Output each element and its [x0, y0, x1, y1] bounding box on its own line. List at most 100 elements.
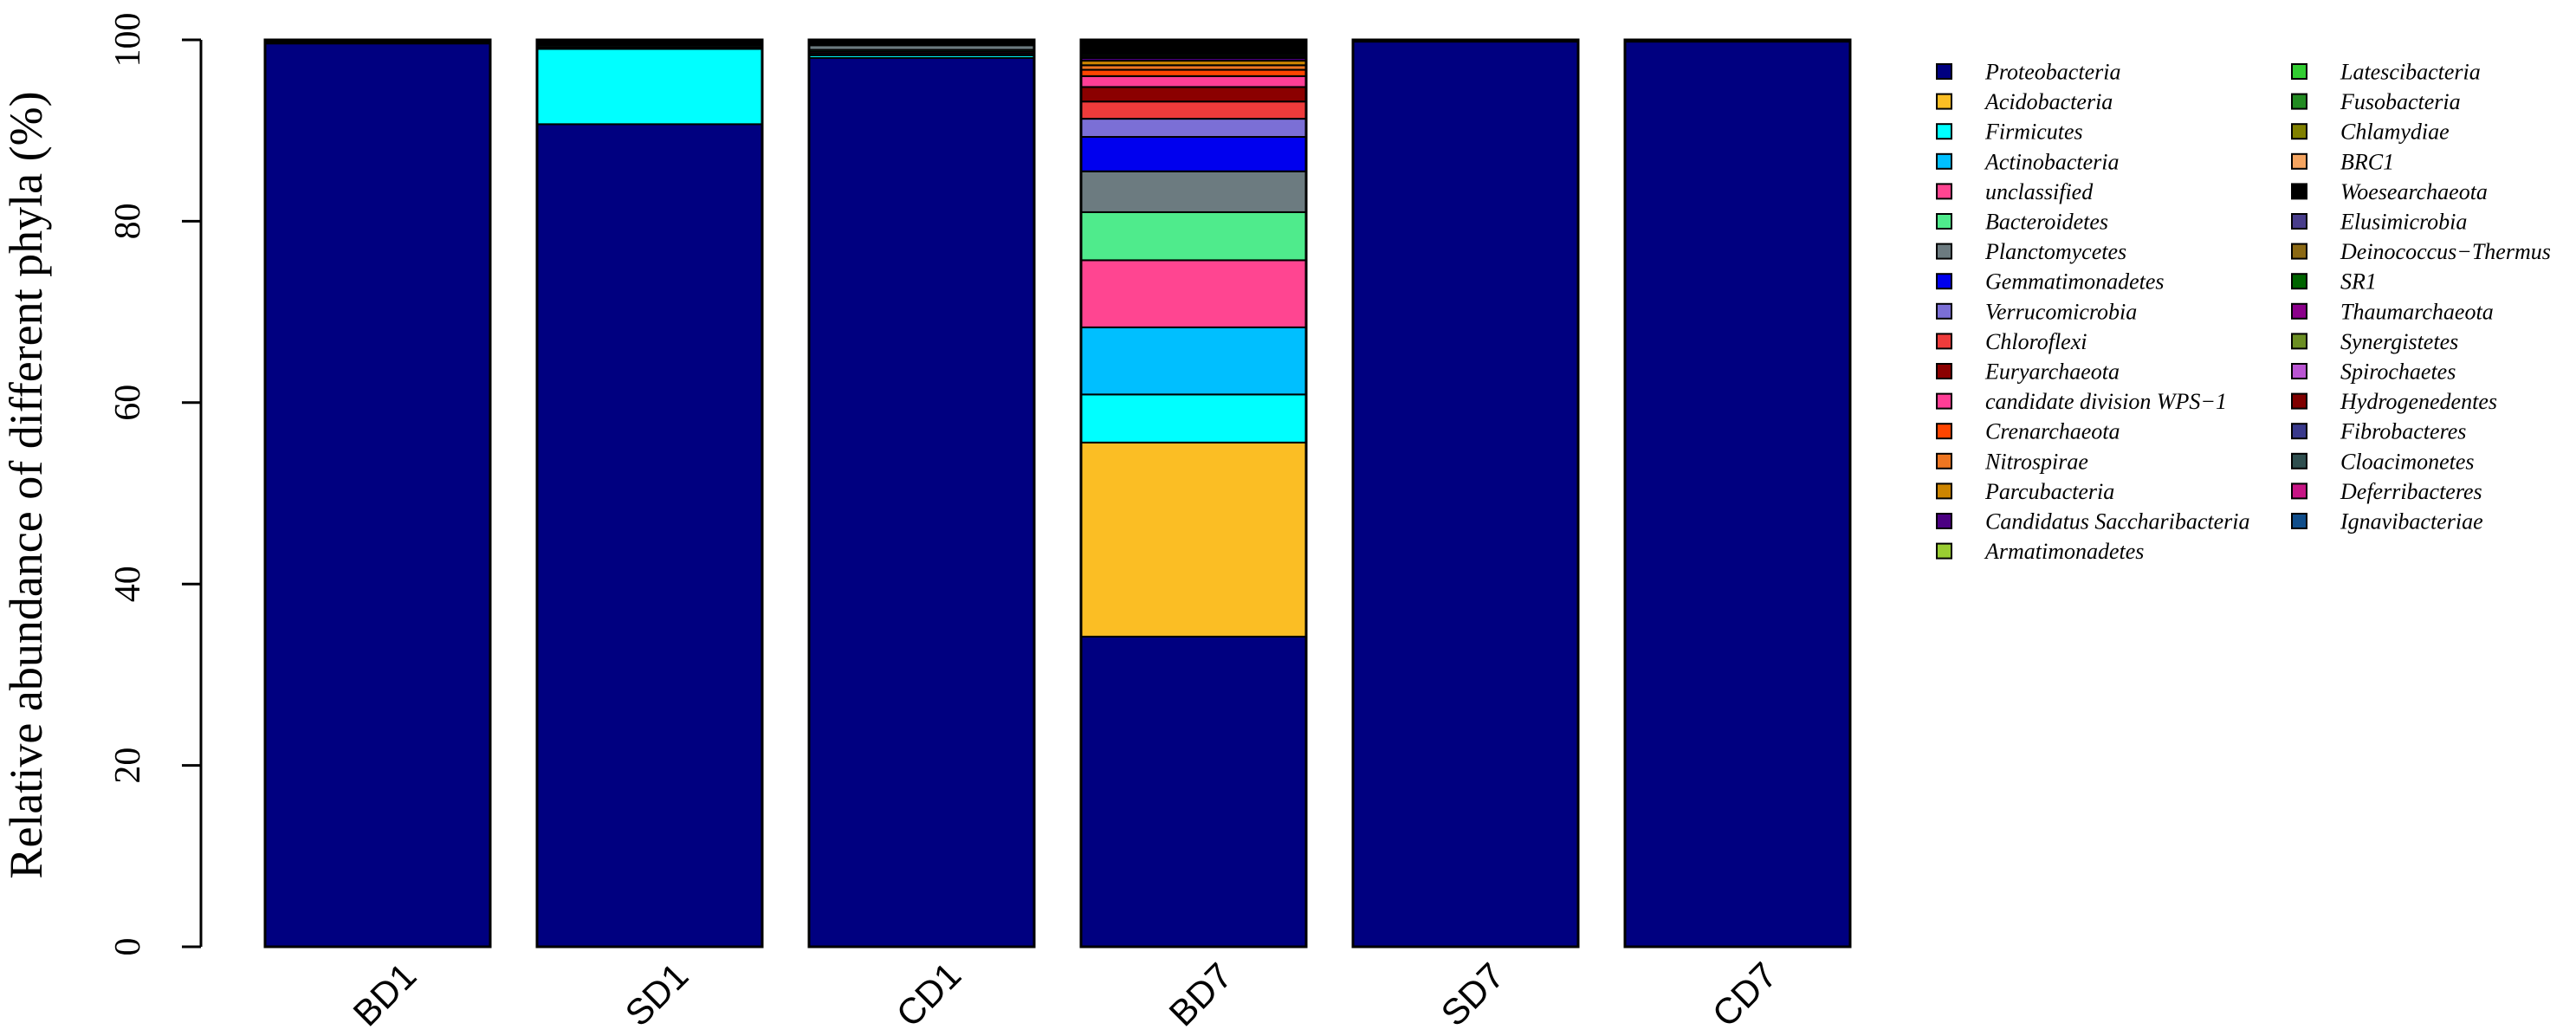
legend-item: Crenarchaeota — [1936, 419, 2120, 444]
bar-SD1 — [535, 38, 764, 949]
legend-label: Deinococcus−Thermus — [2340, 239, 2551, 264]
legend-swatch — [1936, 93, 1952, 110]
legend-label: Chlamydiae — [2340, 120, 2450, 145]
legend-item: Actinobacteria — [1936, 149, 2120, 174]
legend-label: Latescibacteria — [2340, 60, 2481, 85]
legend-swatch — [2291, 183, 2307, 200]
y-axis: 0 20 40 60 80 100 — [108, 13, 203, 956]
legend-label: Parcubacteria — [1984, 479, 2114, 504]
legend-swatch — [2291, 63, 2307, 80]
bar-BD7 — [1079, 38, 1308, 949]
legend-item: unclassified — [1936, 179, 2094, 204]
legend-label: Candidatus Saccharibacteria — [1985, 509, 2249, 534]
y-tick-label-20: 20 — [108, 748, 148, 784]
legend-swatch — [1936, 482, 1952, 500]
legend-item: Latescibacteria — [2291, 60, 2481, 85]
x-tick-label-SD7: SD7 — [1433, 955, 1511, 1033]
legend-label: Fibrobacteres — [2340, 419, 2466, 444]
legend-swatch — [2291, 513, 2307, 529]
x-tick-label-BD1: BD1 — [345, 955, 424, 1033]
bar-segment-BD7-0 — [1080, 635, 1307, 949]
bar-outline-BD7 — [1079, 38, 1308, 949]
legend-label: Synergistetes — [2340, 329, 2458, 354]
legend-item: Cloacimonetes — [2291, 449, 2475, 474]
legend-swatch — [2291, 243, 2307, 260]
legend-swatch — [2291, 302, 2307, 320]
legend-swatch — [2291, 152, 2307, 170]
legend-label: Crenarchaeota — [1985, 419, 2120, 444]
legend-swatch — [1936, 333, 1952, 350]
bar-outline-CD1 — [807, 38, 1036, 949]
legend-swatch — [2291, 213, 2307, 230]
legend-item: Chlamydiae — [2291, 120, 2450, 145]
legend-item: Deinococcus−Thermus — [2291, 239, 2551, 264]
bar-CD7 — [1623, 38, 1852, 949]
bar-segment-BD7-6 — [1080, 170, 1307, 213]
bar-segment-BD7-8 — [1080, 118, 1307, 139]
legend-item: Spirochaetes — [2291, 359, 2456, 385]
bar-outline-SD1 — [535, 38, 764, 949]
legend-swatch — [1936, 213, 1952, 230]
bar-segment-CD7-0 — [1624, 41, 1851, 949]
x-tick-label-BD7: BD7 — [1161, 955, 1239, 1033]
bar-CD1 — [807, 38, 1036, 949]
legend-swatch — [1936, 542, 1952, 560]
bar-segment-SD1-0 — [536, 123, 763, 949]
legend-swatch — [1936, 63, 1952, 80]
legend-swatch — [1936, 452, 1952, 469]
legend-label: Gemmatimonadetes — [1985, 269, 2165, 295]
y-tick-label-100: 100 — [108, 13, 148, 68]
x-tick-label-CD1: CD1 — [889, 955, 969, 1035]
y-tick-label-40: 40 — [108, 566, 148, 602]
legend-item: BRC1 — [2291, 149, 2394, 174]
legend-swatch — [2291, 423, 2307, 440]
legend-swatch — [2291, 273, 2307, 290]
bar-segment-BD7-9 — [1080, 100, 1307, 120]
legend-swatch — [2291, 93, 2307, 110]
x-tick-label-SD1: SD1 — [617, 955, 696, 1033]
bar-outline-BD1 — [263, 38, 492, 949]
legend-label: Thaumarchaeota — [2340, 299, 2494, 324]
legend-item: Synergistetes — [2291, 329, 2458, 354]
bar-segment-BD7-10 — [1080, 86, 1307, 103]
y-tick-label-80: 80 — [108, 203, 148, 239]
legend-swatch — [1936, 302, 1952, 320]
x-tick-label-CD7: CD7 — [1705, 955, 1785, 1035]
legend-item: Deferribacteres — [2291, 479, 2482, 504]
legend-item: Planctomycetes — [1936, 239, 2126, 264]
bar-segment-BD1-0 — [264, 42, 491, 949]
legend-label: Verrucomicrobia — [1985, 299, 2137, 324]
legend-label: Euryarchaeota — [1984, 359, 2120, 385]
legend-swatch — [1936, 423, 1952, 440]
legend-item: Proteobacteria — [1936, 60, 2120, 85]
legend-item: Euryarchaeota — [1936, 359, 2120, 385]
legend-item: SR1 — [2291, 269, 2377, 295]
legend-item: Armatimonadetes — [1936, 539, 2144, 564]
legend: Proteobacteria Acidobacteria Firmicutes Act… — [1936, 60, 2551, 564]
legend-swatch — [2291, 392, 2307, 410]
bar-segment-BD7-11 — [1080, 74, 1307, 88]
legend-item: Gemmatimonadetes — [1936, 269, 2165, 295]
legend-label: Nitrospirae — [1984, 449, 2088, 474]
legend-swatch — [1936, 392, 1952, 410]
legend-swatch — [2291, 482, 2307, 500]
legend-swatch — [1936, 513, 1952, 529]
legend-item: Acidobacteria — [1936, 89, 2113, 114]
legend-label: unclassified — [1985, 179, 2094, 204]
legend-swatch — [2291, 333, 2307, 350]
legend-label: BRC1 — [2340, 149, 2394, 174]
legend-item: Nitrospirae — [1936, 449, 2088, 474]
legend-label: Elusimicrobia — [2340, 210, 2467, 235]
legend-label: Planctomycetes — [1984, 239, 2126, 264]
bar-segment-BD7-7 — [1080, 136, 1307, 172]
bar-segment-SD7-0 — [1352, 41, 1579, 949]
legend-swatch — [1936, 363, 1952, 379]
legend-label: SR1 — [2340, 269, 2377, 295]
legend-label: Proteobacteria — [1984, 60, 2120, 85]
legend-swatch — [2291, 363, 2307, 379]
legend-label: Acidobacteria — [1984, 89, 2113, 114]
legend-label: candidate division WPS−1 — [1985, 389, 2227, 414]
legend-swatch — [1936, 273, 1952, 290]
bar-segment-BD7-1 — [1080, 441, 1307, 638]
